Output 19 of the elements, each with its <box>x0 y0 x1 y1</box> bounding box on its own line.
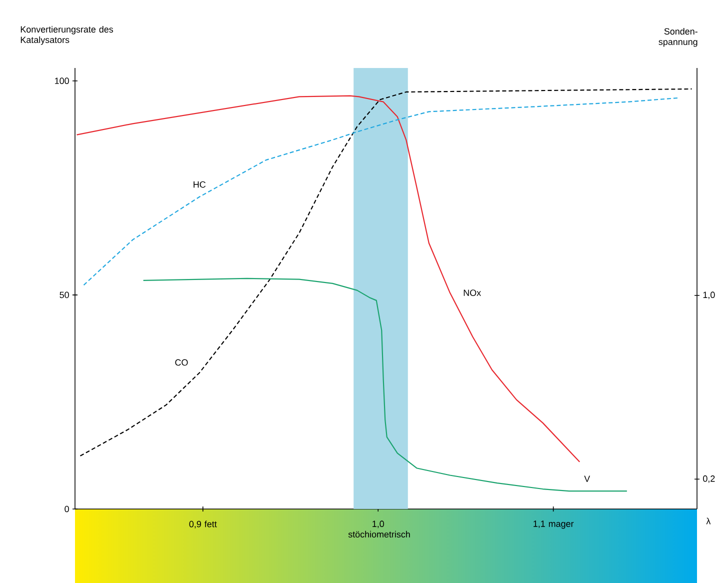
series-label: HC <box>194 181 206 188</box>
y2-tick-label: 0,2 <box>703 475 715 483</box>
line-series <box>83 97 678 286</box>
series-label: NOx <box>464 290 481 296</box>
x-tick-label: 1,1 mager <box>534 520 574 529</box>
y-tick-label: 50 <box>60 292 69 298</box>
series-label: V <box>584 476 590 482</box>
y-tick-label: 0 <box>64 506 69 512</box>
y2-tick-label: 1,0 <box>703 292 715 300</box>
line-series <box>76 95 580 462</box>
y-tick-label: 100 <box>55 78 69 84</box>
y2-axis-title: Sonden-spannung <box>658 28 698 47</box>
x-tick-label: 1,0 stöchiometrisch <box>348 520 410 538</box>
y-axis-title: Konvertierungsrate des Katalysators <box>20 26 114 45</box>
series-label: CO <box>175 359 188 366</box>
x-axis-title: λ <box>706 518 711 524</box>
line-series <box>142 278 628 492</box>
line-series <box>80 88 692 456</box>
x-tick-label: 0,9 fett <box>189 520 217 528</box>
